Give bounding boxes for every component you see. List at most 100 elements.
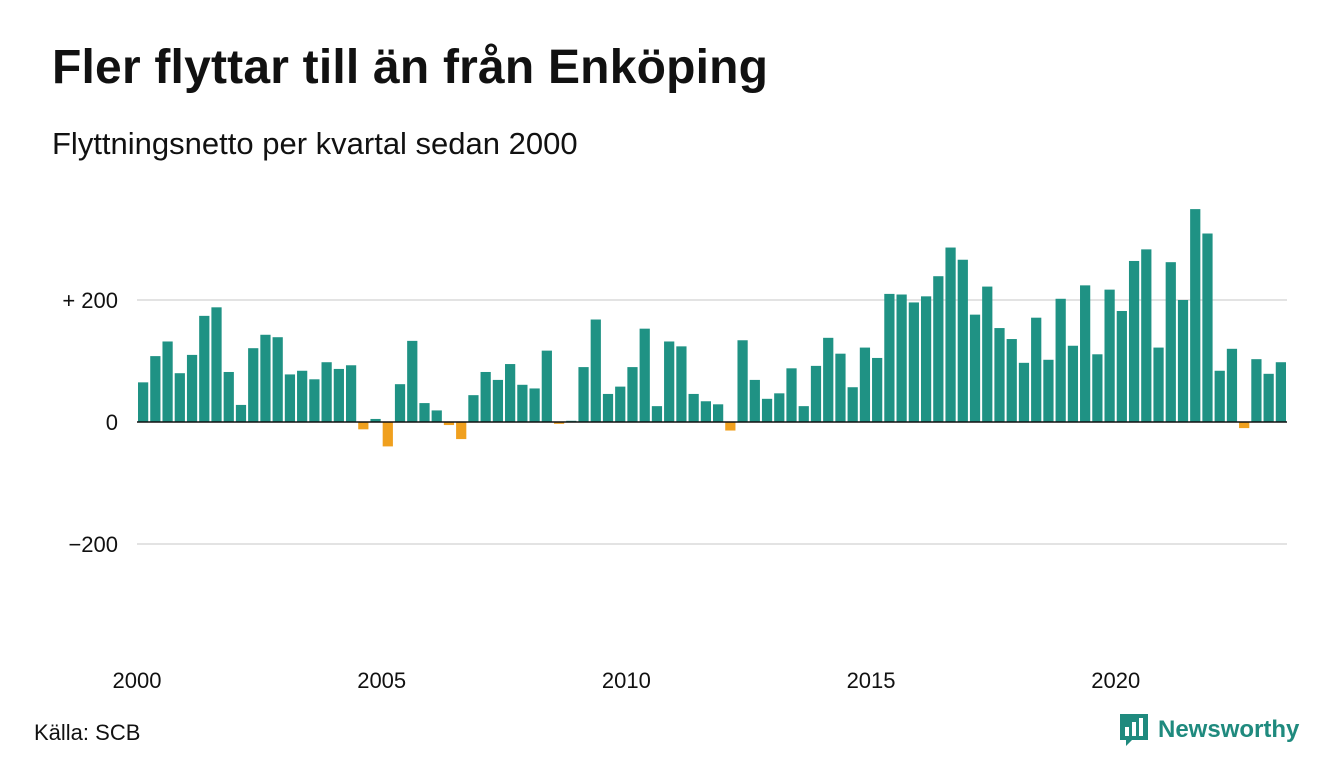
bar bbox=[150, 356, 161, 422]
bar bbox=[749, 379, 760, 422]
bar bbox=[908, 302, 919, 422]
bar bbox=[688, 393, 699, 422]
bar bbox=[1177, 300, 1189, 422]
bar bbox=[1080, 285, 1091, 422]
chart-title: Fler flyttar till än från Enköping bbox=[52, 41, 769, 94]
bar bbox=[1128, 260, 1140, 422]
y-tick-label: −200 bbox=[68, 532, 118, 557]
bars bbox=[138, 209, 1286, 447]
bar bbox=[358, 422, 369, 430]
bar bbox=[1226, 348, 1238, 422]
bar bbox=[382, 422, 393, 447]
bar bbox=[969, 314, 981, 422]
x-tick-label: 2010 bbox=[602, 668, 651, 693]
bar bbox=[199, 315, 210, 422]
bar bbox=[1239, 422, 1250, 429]
bar bbox=[896, 294, 907, 422]
bar bbox=[419, 403, 430, 422]
bar bbox=[492, 379, 504, 422]
x-tick-label: 2005 bbox=[357, 668, 406, 693]
bar bbox=[1251, 359, 1262, 422]
bar bbox=[761, 398, 773, 422]
bar bbox=[578, 367, 589, 422]
bar bbox=[248, 348, 259, 422]
gridlines bbox=[137, 299, 1287, 545]
x-tick-label: 2000 bbox=[113, 668, 162, 693]
bar bbox=[333, 368, 344, 422]
bar bbox=[1214, 370, 1225, 422]
bar bbox=[700, 401, 711, 422]
bar bbox=[798, 406, 809, 422]
bar bbox=[786, 368, 797, 422]
bar bbox=[284, 374, 296, 422]
bar bbox=[529, 388, 540, 422]
bar bbox=[431, 410, 442, 422]
bar bbox=[713, 404, 724, 422]
bar bbox=[847, 387, 858, 422]
bar bbox=[456, 422, 467, 440]
y-tick-label: 0 bbox=[106, 410, 118, 435]
bar bbox=[1006, 339, 1017, 422]
source-note: Källa: SCB bbox=[34, 720, 141, 745]
bar bbox=[223, 371, 234, 422]
bar bbox=[945, 247, 956, 422]
bar bbox=[884, 293, 895, 422]
newsworthy-logo-icon bbox=[1120, 714, 1148, 746]
bar bbox=[859, 347, 871, 422]
bar bbox=[1153, 347, 1164, 422]
bar bbox=[823, 337, 834, 422]
x-tick-label: 2020 bbox=[1091, 668, 1140, 693]
bar bbox=[602, 393, 614, 422]
bar bbox=[835, 353, 846, 422]
y-axis-tick-labels: + 200 0 −200 bbox=[62, 288, 118, 557]
bar bbox=[994, 328, 1005, 422]
bar bbox=[370, 418, 381, 422]
bar bbox=[1092, 354, 1103, 422]
bar bbox=[1104, 289, 1115, 422]
bar bbox=[443, 422, 455, 426]
brand-logo: Newsworthy bbox=[1118, 712, 1299, 748]
bar bbox=[211, 307, 222, 422]
bar bbox=[505, 364, 516, 422]
bar bbox=[138, 382, 149, 422]
bar bbox=[1031, 317, 1042, 422]
bar bbox=[345, 365, 357, 422]
bar bbox=[297, 370, 308, 422]
bar bbox=[1116, 310, 1127, 422]
bar bbox=[590, 319, 601, 422]
bar bbox=[235, 404, 247, 422]
bar bbox=[810, 365, 822, 422]
bar bbox=[272, 337, 283, 422]
y-tick-label: + 200 bbox=[62, 288, 118, 313]
bar bbox=[982, 286, 993, 422]
bar bbox=[260, 334, 271, 422]
bar bbox=[174, 373, 185, 422]
bar bbox=[872, 357, 883, 422]
bar bbox=[933, 276, 944, 422]
bar bbox=[664, 341, 675, 422]
bar bbox=[162, 341, 173, 422]
bar bbox=[1275, 362, 1286, 422]
brand-name: Newsworthy bbox=[1158, 716, 1300, 743]
bar bbox=[920, 296, 932, 422]
bar bbox=[394, 384, 406, 422]
x-axis-tick-labels: 2000 2005 2010 2015 2020 bbox=[113, 668, 1141, 693]
bar bbox=[321, 362, 332, 422]
bar bbox=[1263, 373, 1274, 422]
bar bbox=[1055, 298, 1066, 422]
bar bbox=[1165, 262, 1176, 422]
bar bbox=[309, 379, 320, 422]
bar bbox=[774, 393, 785, 422]
bar bbox=[957, 259, 968, 422]
bar bbox=[468, 395, 479, 422]
bar bbox=[541, 350, 552, 422]
bar bbox=[676, 346, 687, 422]
bar bbox=[1141, 249, 1152, 422]
bar bbox=[517, 384, 528, 422]
bar bbox=[737, 340, 748, 422]
chart-subtitle: Flyttningsnetto per kvartal sedan 2000 bbox=[52, 126, 578, 161]
bar bbox=[553, 422, 565, 424]
bar bbox=[407, 340, 418, 422]
bar bbox=[725, 422, 736, 431]
